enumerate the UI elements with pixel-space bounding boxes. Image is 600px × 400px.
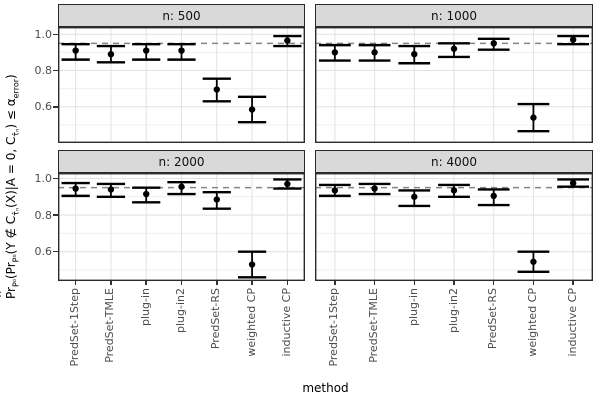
y-tick-mark [53, 106, 58, 108]
x-tick-mark [413, 281, 416, 285]
x-tick-mark [373, 281, 376, 285]
point-estimate [490, 40, 497, 47]
x-tick-mark [334, 281, 336, 285]
x-tick-mark [74, 281, 77, 285]
panel-500 [58, 27, 305, 143]
point-estimate [371, 49, 378, 56]
facet-strip-label: n: 1000 [430, 8, 477, 23]
y-title-subscript: error [11, 78, 21, 99]
y-title-subscript: τ̂ₙ [11, 128, 21, 137]
y-title-subscript: P⁰ [11, 279, 21, 288]
panel-border [315, 27, 593, 143]
x-axis-title: method [302, 381, 349, 395]
x-tick-mark [453, 281, 455, 285]
x-tick-label: inductive CP [565, 288, 579, 357]
y-tick-mark [53, 33, 58, 35]
panel-border [58, 173, 305, 281]
x-tick-label: inductive CP [279, 288, 293, 357]
point-estimate [143, 190, 150, 198]
x-tick-mark [216, 281, 218, 285]
panel-2000 [58, 173, 305, 281]
panel-4000 [315, 173, 593, 281]
y-axis-title: ^PrP⁰(PrP⁰(Y ∉ Cτ̂ₙ(X)|A = 0, Cτ̂ₙ) ≤ αe… [0, 74, 21, 299]
x-tick-label: PredSet-RS [209, 288, 223, 350]
x-tick-label: plug-in [138, 288, 152, 326]
panel-1000 [315, 27, 593, 143]
y-tick-label: 1.0 [34, 171, 53, 185]
point-estimate [213, 86, 220, 93]
y-title-segment: (X)|A = 0, C [4, 136, 18, 208]
y-title-segment: (Pr [4, 262, 18, 279]
point-estimate [284, 37, 291, 44]
point-estimate [411, 50, 418, 58]
y-title-pr-hat: ^Pr [0, 287, 18, 299]
point-estimate [72, 185, 79, 192]
y-tick-label: 0.8 [34, 64, 53, 77]
x-tick-label: PredSet-TMLE [367, 288, 381, 363]
x-tick-mark [532, 281, 535, 285]
y-title-subscript: P⁰ [11, 254, 21, 263]
point-estimate [411, 193, 418, 200]
x-tick-mark [251, 281, 253, 285]
point-estimate [284, 180, 291, 188]
y-tick-mark [53, 177, 58, 180]
point-estimate [178, 183, 185, 190]
x-tick-label: PredSet-TMLE [103, 288, 117, 363]
y-tick-label: 1.0 [34, 27, 53, 41]
x-tick-mark [492, 281, 495, 285]
facet-strip-n-4000: n: 4000 [315, 150, 593, 173]
x-tick-label: plug-in [406, 288, 420, 326]
point-estimate [450, 187, 458, 194]
facet-strip-label: n: 4000 [430, 154, 477, 169]
y-title-segment: ) [4, 74, 18, 79]
x-tick-mark [145, 281, 147, 285]
point-estimate [569, 179, 577, 187]
facet-strip-label: n: 500 [162, 8, 201, 23]
point-estimate [248, 261, 256, 268]
y-title-segment: (Y ∉ C [4, 215, 18, 255]
facet-strip-n-1000: n: 1000 [315, 4, 593, 27]
x-tick-label: PredSet-1Step [68, 288, 82, 367]
point-estimate [178, 47, 185, 54]
point-estimate [490, 192, 497, 200]
point-estimate [72, 47, 79, 54]
y-tick-mark [53, 214, 58, 216]
y-tick-mark [53, 69, 58, 72]
x-tick-mark [180, 281, 183, 285]
hat-accent: ^ [0, 290, 8, 298]
x-tick-mark [110, 281, 112, 285]
x-tick-label: weighted CP [244, 288, 258, 357]
facet-strip-n-500: n: 500 [58, 4, 305, 27]
point-estimate [213, 196, 220, 203]
x-tick-label: PredSet-RS [486, 288, 500, 350]
y-tick-label: 0.6 [34, 245, 53, 259]
y-tick-label: 0.8 [34, 208, 53, 222]
y-title-subscript: τ̂ₙ [11, 207, 21, 216]
point-estimate [248, 106, 256, 113]
panel-border [58, 27, 305, 143]
point-estimate [143, 47, 150, 54]
y-tick-label: 0.6 [34, 100, 53, 114]
panel-border [315, 173, 593, 281]
point-estimate [331, 49, 339, 56]
point-estimate [107, 186, 115, 193]
point-estimate [107, 50, 115, 58]
point-estimate [450, 45, 458, 52]
point-estimate [530, 258, 537, 265]
x-tick-label: plug-in2 [174, 288, 187, 333]
y-tick-mark [53, 250, 58, 253]
facet-strip-n-2000: n: 2000 [58, 150, 305, 173]
point-estimate [331, 187, 339, 194]
point-estimate [530, 114, 537, 121]
x-tick-mark [286, 281, 289, 285]
y-title-segment: ) ≤ α [4, 98, 18, 129]
x-tick-mark [572, 281, 574, 285]
x-tick-label: plug-in2 [446, 288, 460, 333]
facet-strip-label: n: 2000 [158, 154, 205, 169]
x-tick-label: PredSet-1Step [327, 288, 341, 367]
x-tick-label: weighted CP [525, 288, 539, 357]
point-estimate [569, 36, 577, 43]
point-estimate [371, 185, 378, 192]
